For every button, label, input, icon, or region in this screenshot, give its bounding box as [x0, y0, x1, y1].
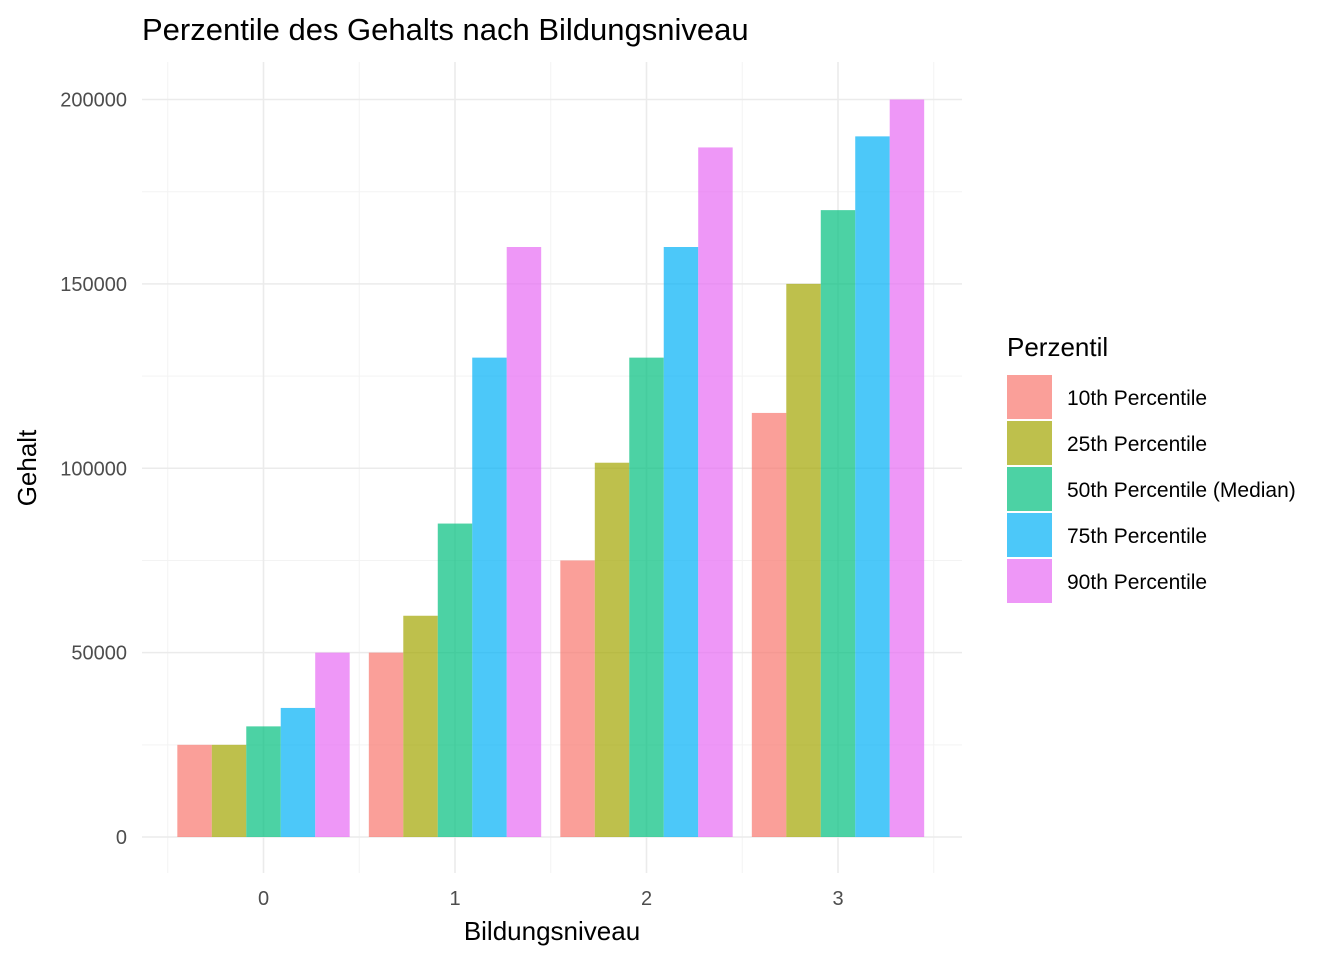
bar — [663, 247, 699, 837]
x-tick-label: 3 — [832, 888, 843, 910]
bar — [820, 210, 856, 837]
bar — [403, 615, 438, 837]
y-axis-ticks: 0 50000 100000 150000 200000 — [60, 90, 127, 850]
bar — [889, 99, 925, 837]
legend-key — [1007, 375, 1052, 419]
bar — [506, 247, 542, 837]
bar — [594, 462, 630, 837]
y-tick-label: 50000 — [71, 643, 127, 665]
bar — [629, 357, 664, 837]
legend-label: 90th Percentile — [1067, 571, 1207, 594]
bar — [472, 357, 507, 837]
x-axis-ticks: 0 1 2 3 — [258, 888, 844, 910]
x-axis-title: Bildungsniveau — [464, 916, 640, 946]
legend-key — [1007, 559, 1052, 603]
legend-title: Perzentil — [1007, 332, 1108, 362]
y-tick-label: 0 — [116, 827, 127, 849]
y-tick-label: 200000 — [60, 90, 127, 112]
chart-title: Perzentile des Gehalts nach Bildungsnive… — [142, 12, 749, 47]
bar — [751, 412, 787, 837]
bar — [368, 652, 404, 837]
bars — [177, 99, 925, 837]
y-tick-label: 100000 — [60, 458, 127, 480]
bar — [177, 744, 212, 837]
legend-label: 25th Percentile — [1067, 433, 1207, 456]
bar — [855, 136, 890, 837]
legend-label: 75th Percentile — [1067, 525, 1207, 548]
bar — [698, 147, 733, 837]
legend-key — [1007, 513, 1052, 557]
bar — [437, 523, 473, 837]
x-tick-label: 2 — [641, 888, 652, 910]
bar — [246, 726, 281, 837]
legend-key — [1007, 421, 1052, 465]
x-tick-label: 0 — [258, 888, 269, 910]
legend: Perzentil 10th Percentile 25th Percentile… — [1007, 332, 1296, 603]
bar — [560, 560, 595, 837]
y-tick-label: 150000 — [60, 274, 127, 296]
x-tick-label: 1 — [449, 888, 460, 910]
bar — [280, 707, 316, 837]
bar — [786, 283, 821, 837]
legend-key — [1007, 467, 1052, 511]
legend-label: 50th Percentile (Median) — [1067, 479, 1296, 502]
legend-label: 10th Percentile — [1067, 387, 1207, 410]
y-axis-title: Gehalt — [12, 429, 42, 506]
bar — [211, 744, 247, 837]
bar — [315, 652, 350, 837]
